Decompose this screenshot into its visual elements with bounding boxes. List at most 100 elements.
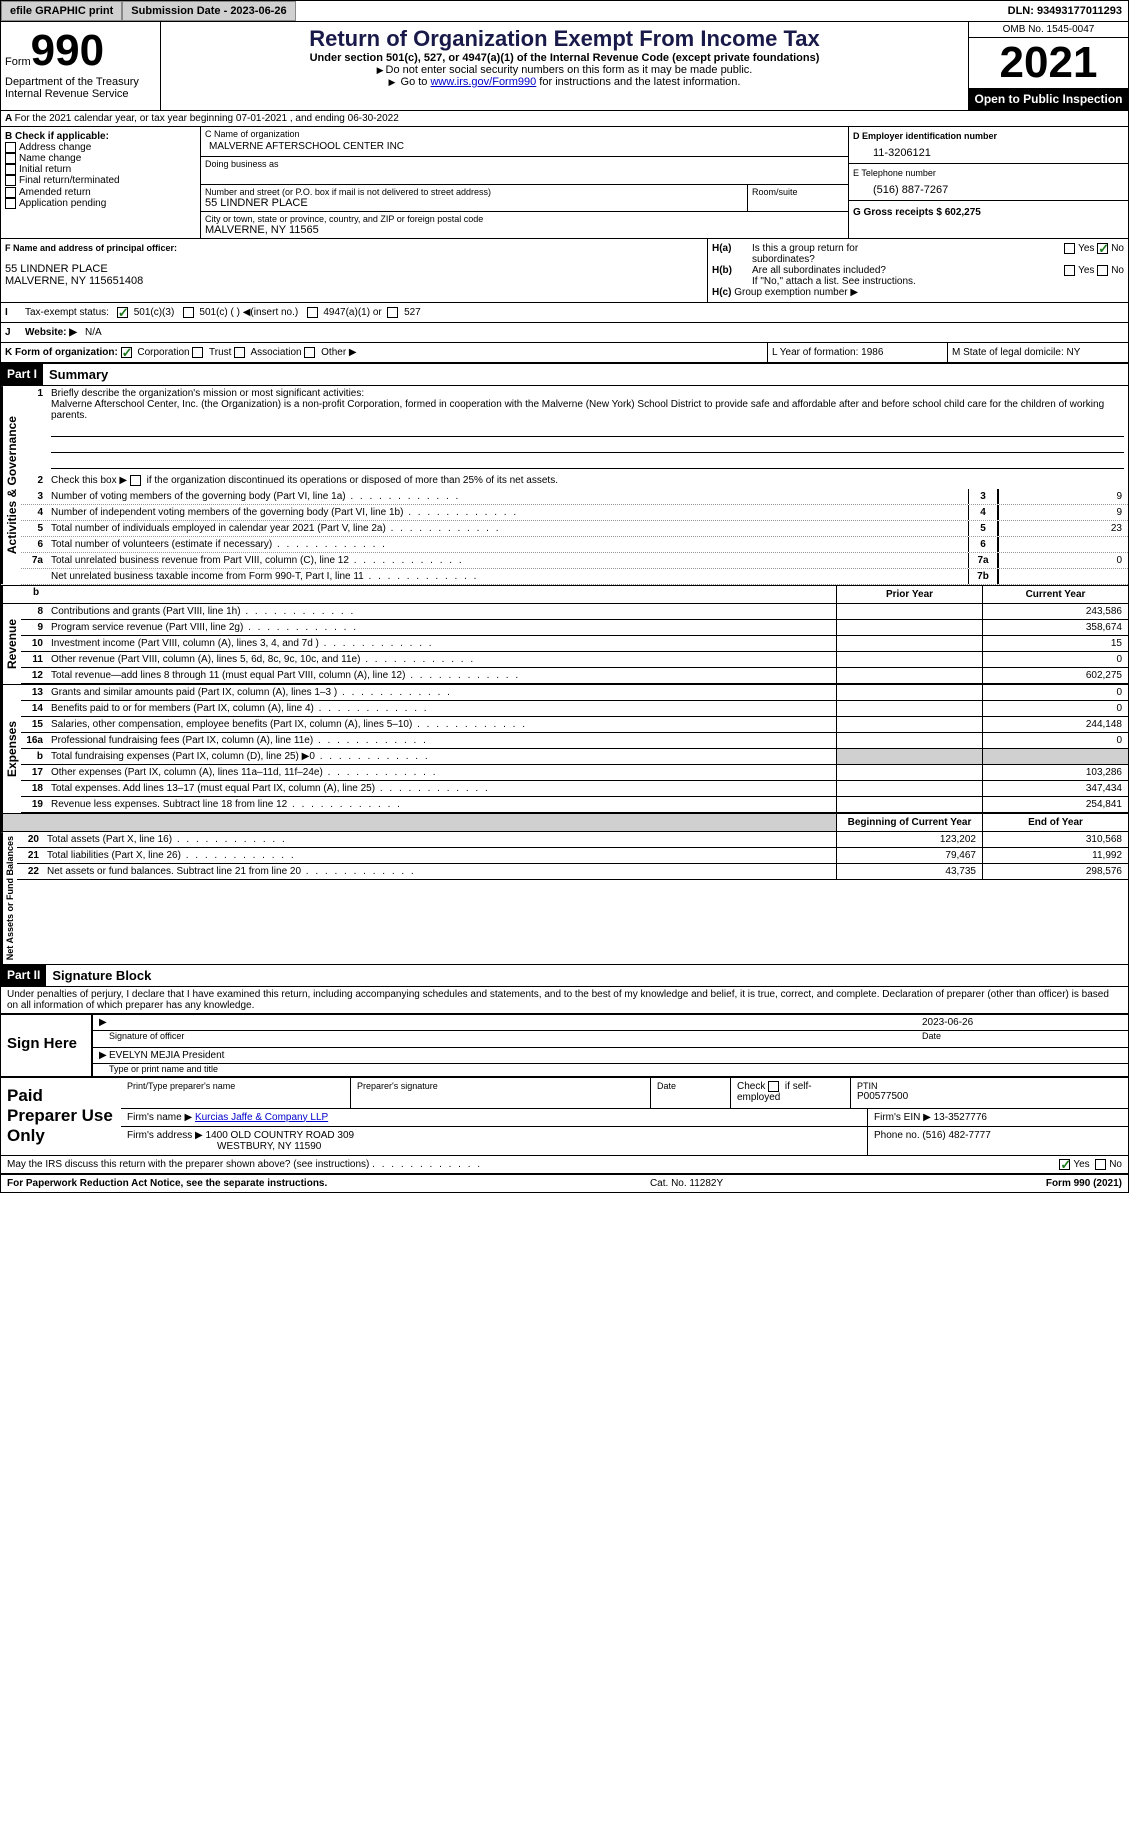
hb-no: No [1111,265,1124,276]
tax-exempt-label: Tax-exempt status: [21,303,113,322]
l2-pre: Check this box ▶ [51,476,127,487]
box-b-label: B Check if applicable: [5,131,196,142]
l1-text: Malverne Afterschool Center, Inc. (the O… [51,399,1104,421]
discuss-no-checkbox[interactable] [1095,1159,1106,1170]
ha-yes-checkbox[interactable] [1064,243,1075,254]
part2-header-row: Part II Signature Block [1,964,1128,987]
officer-name: EVELYN MEJIA President [109,1050,1122,1061]
side-expenses: Expenses [1,685,21,813]
gov-line: 3 Number of voting members of the govern… [21,489,1128,505]
gov-line: 5 Total number of individuals employed i… [21,521,1128,537]
l2-checkbox[interactable] [130,475,141,486]
firm-ein-label: Firm's EIN ▶ [874,1112,931,1123]
side-netassets: Net Assets or Fund Balances [1,832,17,964]
firm-addr2: WESTBURY, NY 11590 [127,1141,321,1152]
4947-label: 4947(a)(1) or [323,307,381,318]
firm-name[interactable]: Kurcias Jaffe & Company LLP [195,1112,328,1123]
discuss-no: No [1109,1159,1122,1170]
app-pending-label: Application pending [19,198,106,209]
hc-text: Group exemption number ▶ [734,287,858,298]
summary-line: b Total fundraising expenses (Part IX, c… [21,749,1128,765]
summary-line: 15 Salaries, other compensation, employe… [21,717,1128,733]
header-left: Form990 Department of the Treasury Inter… [1,22,161,110]
initial-return-checkbox[interactable] [5,164,16,175]
section-i: I Tax-exempt status: 501(c)(3) 501(c) ( … [1,303,1128,323]
name-change-checkbox[interactable] [5,153,16,164]
self-employed-checkbox[interactable] [768,1081,779,1092]
prep-sig-label: Preparer's signature [357,1081,644,1091]
hb-yes-checkbox[interactable] [1064,265,1075,276]
part1-title: Summary [43,364,114,385]
ha-no-checkbox[interactable] [1097,243,1108,254]
discuss-yes-checkbox[interactable] [1059,1159,1070,1170]
501c-checkbox[interactable] [183,307,194,318]
app-pending-checkbox[interactable] [5,198,16,209]
firm-addr: 1400 OLD COUNTRY ROAD 309 [206,1130,355,1141]
header-mid: Return of Organization Exempt From Incom… [161,22,968,110]
form-subtitle: Under section 501(c), 527, or 4947(a)(1)… [165,52,964,64]
l2-post: if the organization discontinued its ope… [147,476,558,487]
footer-left: For Paperwork Reduction Act Notice, see … [7,1178,327,1189]
gov-line: Net unrelated business taxable income fr… [21,569,1128,585]
tel-label: E Telephone number [853,168,1124,178]
summary-line: 20 Total assets (Part X, line 16) 123,20… [17,832,1128,848]
website-value: N/A [81,323,106,342]
part1-expenses: Expenses 13 Grants and similar amounts p… [1,684,1128,813]
4947-checkbox[interactable] [307,307,318,318]
paid-preparer-section: Paid Preparer Use Only Print/Type prepar… [1,1076,1128,1156]
part2-title: Signature Block [46,965,157,986]
date-label: Date [922,1031,1122,1041]
submission-date-button[interactable]: Submission Date - 2023-06-26 [122,1,295,21]
corp-checkbox[interactable] [121,347,132,358]
declaration-text: Under penalties of perjury, I declare th… [1,987,1128,1013]
goto-pre: Go to [401,76,431,88]
prep-date-label: Date [657,1081,724,1091]
summary-line: 11 Other revenue (Part VIII, column (A),… [21,652,1128,668]
ptin-value: P00577500 [857,1091,1122,1102]
section-j: J Website: ▶ N/A [1,323,1128,343]
527-checkbox[interactable] [387,307,398,318]
irs-link[interactable]: www.irs.gov/Form990 [430,76,536,88]
ha-no: No [1111,243,1124,254]
hb-no-checkbox[interactable] [1097,265,1108,276]
year-formation: L Year of formation: 1986 [768,343,948,362]
box-f: F Name and address of principal officer:… [1,239,708,302]
initial-return-label: Initial return [19,164,71,175]
firm-ein: 13-3527776 [934,1112,987,1123]
summary-line: 9 Program service revenue (Part VIII, li… [21,620,1128,636]
city-label: City or town, state or province, country… [205,214,844,224]
prior-current-header: b Prior Year Current Year [1,585,1128,604]
final-return-checkbox[interactable] [5,175,16,186]
summary-line: 13 Grants and similar amounts paid (Part… [21,685,1128,701]
ha-text2: subordinates? [752,254,815,265]
sig-officer-label: Signature of officer [109,1031,922,1041]
trust-label: Trust [209,347,231,358]
trust-checkbox[interactable] [192,347,203,358]
tax-year: 2021 [969,38,1128,88]
form-header: Form990 Department of the Treasury Inter… [1,22,1128,111]
gov-line: 4 Number of independent voting members o… [21,505,1128,521]
paid-preparer-label: Paid Preparer Use Only [1,1078,121,1155]
527-label: 527 [404,307,421,318]
other-checkbox[interactable] [304,347,315,358]
assoc-checkbox[interactable] [234,347,245,358]
name-change-label: Name change [19,153,81,164]
501c3-checkbox[interactable] [117,307,128,318]
firm-name-label: Firm's name ▶ [127,1112,192,1123]
tel-value: (516) 887-7267 [853,178,1124,196]
state-domicile: M State of legal domicile: NY [948,343,1128,362]
addr-change-checkbox[interactable] [5,142,16,153]
part2-badge: Part II [1,965,46,986]
assoc-label: Association [250,347,301,358]
efile-print-button[interactable]: efile GRAPHIC print [1,1,122,21]
prep-name-label: Print/Type preparer's name [127,1081,344,1091]
part1-badge: Part I [1,364,43,385]
summary-line: 10 Investment income (Part VIII, column … [21,636,1128,652]
line-a: A For the 2021 calendar year, or tax yea… [1,111,1128,127]
amended-return-checkbox[interactable] [5,187,16,198]
open-to-public: Open to Public Inspection [969,88,1128,110]
discuss-row: May the IRS discuss this return with the… [1,1156,1128,1174]
other-label: Other ▶ [321,347,356,358]
hb-text: Are all subordinates included? [752,265,1064,276]
form-org-label: K Form of organization: [5,347,118,358]
